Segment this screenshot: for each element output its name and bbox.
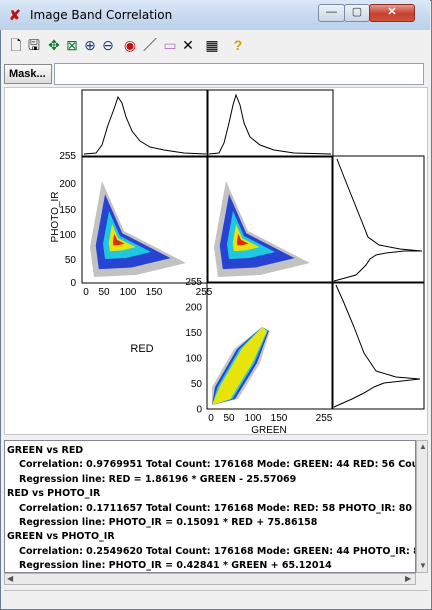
hist-photoir-panel [331,155,425,284]
maximize-button[interactable]: ▢ [344,4,370,22]
x-tick-label: 0 [83,287,89,298]
status-bar [4,590,428,607]
scatter-photoir-red-panel [81,155,209,284]
hist-red-panel [81,89,209,158]
zoom-out-icon[interactable]: ⊖ [102,37,114,53]
density-layer [112,233,125,246]
window-title: Image Band Correlation [30,8,173,22]
result-line: Correlation: 0.2549620 Total Count: 1761… [19,545,415,557]
draw-line-icon[interactable]: ／ [143,37,157,53]
x-tick-label-lower: 255 [316,413,333,424]
hist-photoir-curve [333,158,423,282]
title-bar[interactable]: ✘ Image Band Correlation — ▢ ✕ [0,0,430,30]
y-tick-label: 50 [65,255,77,266]
scatter-cloud-red [90,181,186,277]
results-text-panel[interactable]: GREEN vs RED Correlation: 0.9769951 Total… [4,440,416,573]
scatter-photoir-green-panel [206,155,334,284]
result-line: Regression line: PHOTO_IR = 0.15091 * RE… [19,517,318,528]
x-tick-label-lower: 100 [245,413,262,424]
help-icon[interactable]: ? [233,37,243,53]
mask-input[interactable] [54,63,424,85]
hist-green-panel [206,89,334,158]
new-doc-icon[interactable]: 🗋 [10,37,22,53]
toolbar: 🗋 🖫 ✥ ⊠ ⊕ ⊖ ◉ ／ ▭ ✕ ▦? [8,35,308,59]
y-tick-label: 200 [59,179,76,190]
hist-red-side-panel [331,281,425,410]
y-tick-label: 150 [59,205,76,216]
correlation-app-icon: ✘ [9,7,21,23]
y-tick-label: 100 [59,230,76,241]
minimize-button[interactable]: — [318,4,345,22]
scroll-up-icon[interactable]: ▲ [419,442,427,451]
result-line: Regression line: RED = 1.86196 * GREEN -… [19,473,297,485]
scroll-down-icon[interactable]: ▼ [419,561,427,570]
x-tick-label: 255 [196,287,213,298]
y-tick-label-lower: 100 [185,354,202,365]
save-icon[interactable]: 🖫 [28,37,40,53]
record-icon[interactable]: ◉ [123,37,137,53]
rectangle-icon[interactable]: ▭ [163,37,177,53]
result-line: Correlation: 0.9769951 Total Count: 1761… [19,459,415,471]
pan-icon[interactable]: ✥ [48,37,60,53]
result-line: RED vs PHOTO_IR [7,488,101,500]
y-tick-label-lower: 50 [191,379,203,390]
scatter-cloud-green [214,181,310,277]
hist-red-curve [83,95,207,155]
x-axis-label: GREEN [251,425,287,435]
zoom-extent-icon[interactable]: ⊠ [66,37,78,53]
x-tick-label-lower: 150 [271,413,288,424]
diagonal-band-label: RED [130,343,153,355]
x-tick-label: 50 [98,287,110,298]
scroll-right-icon[interactable]: ▶ [405,574,412,583]
scroll-left-icon[interactable]: ◀ [7,574,14,583]
y-tick-label-lower: 200 [185,303,202,314]
x-tick-label-lower: 0 [208,413,214,424]
clear-icon[interactable]: ✕ [182,37,194,53]
y-tick-label: 255 [59,151,76,162]
result-line: GREEN vs PHOTO_IR [7,531,115,543]
x-tick-label: 150 [146,287,163,298]
zoom-in-icon[interactable]: ⊕ [84,37,96,53]
y-tick-label: 0 [70,278,76,289]
scatter-cloud-diag [212,327,270,405]
scatter-red-green-panel [206,281,334,410]
x-tick-label: 100 [120,287,137,298]
y-tick-label-lower: 255 [185,277,202,288]
hist-green-curve [208,93,332,155]
y-tick-label-lower: 0 [196,405,202,416]
result-line: GREEN vs RED [7,445,84,456]
result-line: Correlation: 0.1711657 Total Count: 1761… [19,502,415,514]
density-layer [236,233,249,246]
export-icon[interactable]: ▦ [205,37,219,53]
close-button[interactable]: ✕ [369,4,415,22]
vertical-scrollbar[interactable]: ▲ ▼ [416,440,428,573]
density-layer [212,327,267,405]
result-line: Regression line: PHOTO_IR = 0.42841 * GR… [19,560,332,572]
mask-button[interactable]: Mask... [4,64,52,84]
horizontal-scrollbar[interactable]: ◀ ▶ [4,573,416,585]
hist-red-side-curve [333,284,421,408]
y-tick-label-lower: 150 [185,328,202,339]
y-axis-label: PHOTO_IR [50,192,61,243]
x-tick-label-lower: 50 [223,413,235,424]
